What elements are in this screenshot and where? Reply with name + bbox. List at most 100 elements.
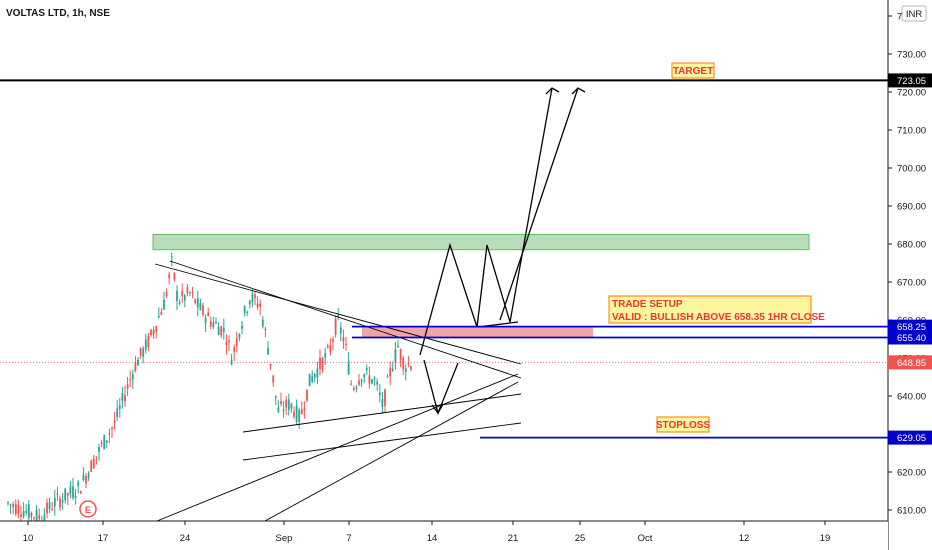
candle-body-54 [147, 336, 150, 348]
target-tag [888, 73, 932, 88]
candle-body-72 [194, 299, 197, 304]
candle-body-120 [319, 357, 321, 369]
candle-body-16 [48, 502, 51, 509]
resistance-1-tag-label: 658.25 [897, 322, 926, 333]
candle-body-63 [170, 256, 173, 258]
candle-body-61 [165, 291, 168, 297]
y-tick-10: 710.00 [897, 126, 926, 137]
candle-body-7 [25, 510, 28, 513]
currency-badge[interactable]: INR [901, 5, 927, 22]
candle-body-68 [183, 295, 186, 301]
x-tick-10: 19 [820, 533, 831, 544]
candle-body-88 [235, 338, 238, 346]
candle-body-93 [248, 300, 251, 305]
candle-body-91 [243, 306, 246, 314]
candle-body-102 [272, 375, 275, 383]
candle-body-100 [267, 348, 269, 355]
candle-body-42 [116, 408, 119, 418]
candle-body-34 [95, 456, 98, 458]
candle-body-85 [228, 340, 230, 343]
chart-title: VOLTAS LTD, 1h, NSE [6, 8, 110, 19]
candle-body-4 [17, 505, 20, 514]
x-tick-3: Sep [276, 533, 293, 544]
candle-body-104 [277, 407, 280, 413]
resistance-1-tag [888, 319, 932, 334]
candle-body-133 [352, 388, 355, 390]
candle-body-14 [43, 514, 46, 521]
candle-body-118 [313, 373, 316, 378]
candle-body-117 [311, 376, 314, 383]
candle-body-154 [407, 363, 410, 365]
stoploss-label: STOPLOSS [656, 420, 711, 431]
candle-body-147 [389, 367, 392, 377]
candle-body-79 [212, 322, 215, 327]
price-axis[interactable]: 610.00620.00630.00640.00650.00660.00670.… [887, 0, 932, 550]
candle-body-78 [209, 321, 212, 327]
candle-body-55 [150, 329, 152, 336]
candle-body-145 [384, 389, 386, 407]
stoploss-annotation: STOPLOSS [656, 416, 711, 433]
candle-body-19 [56, 493, 59, 495]
y-tick-12: 730.00 [897, 50, 926, 61]
entry-zone [362, 327, 593, 338]
earnings-event-marker[interactable]: E [79, 500, 97, 518]
triangle-upper-2 [169, 260, 522, 379]
x-tick-7: 25 [575, 533, 586, 544]
candle-body-96 [256, 303, 259, 308]
candle-body-122 [324, 353, 327, 358]
candle-body-32 [90, 460, 93, 473]
candle-body-75 [202, 305, 204, 315]
candle-body-51 [139, 347, 142, 356]
channel-lower-2 [242, 422, 522, 461]
candle-body-25 [72, 486, 74, 498]
x-tick-5: 14 [427, 533, 438, 544]
x-tick-8: Oct [638, 533, 653, 544]
candle-body-15 [46, 502, 48, 514]
candle-body-3 [14, 504, 17, 515]
candle-body-66 [178, 302, 181, 304]
candle-body-77 [207, 312, 210, 316]
candle-body-8 [27, 504, 30, 519]
candle-body-87 [233, 347, 236, 352]
candle-body-97 [259, 303, 262, 308]
candle-body-44 [121, 393, 124, 401]
y-tick-9: 700.00 [897, 164, 926, 175]
arrowhead-dip [431, 403, 444, 415]
candle-body-40 [111, 427, 113, 430]
candle-body-83 [222, 327, 225, 332]
candle-body-9 [30, 512, 33, 517]
candle-body-71 [191, 291, 194, 294]
rising-trend-1 [156, 373, 519, 522]
candle-body-86 [230, 359, 233, 365]
x-tick-4: 7 [346, 533, 351, 544]
trade-setup-title: TRADE SETUP [612, 299, 683, 310]
candle-body-148 [391, 368, 394, 371]
candle-body-126 [334, 318, 337, 335]
candle-body-58 [157, 315, 160, 318]
candle-body-46 [126, 384, 129, 389]
candle-body-47 [129, 379, 132, 381]
candle-body-121 [321, 358, 324, 370]
zones [152, 234, 810, 338]
candle-body-64 [173, 273, 176, 280]
candle-body-140 [371, 379, 373, 384]
arrowhead-target-1 [545, 87, 560, 95]
candle-body-22 [64, 488, 67, 501]
candle-body-114 [303, 408, 306, 411]
candle-body-11 [35, 509, 38, 521]
candle-body-92 [246, 311, 249, 313]
target-tag-label: 723.05 [897, 76, 926, 87]
candle-body-37 [103, 435, 106, 449]
candle-body-38 [105, 440, 108, 443]
candle-body-94 [251, 293, 254, 303]
resistance-2-tag [888, 330, 932, 345]
candle-body-18 [53, 498, 56, 507]
candle-body-43 [118, 405, 121, 409]
stoploss-tag [888, 430, 932, 445]
supply-zone [152, 234, 810, 251]
rising-trend-2 [264, 381, 519, 522]
candle-body-138 [365, 368, 368, 371]
candle-body-106 [282, 409, 285, 412]
time-axis[interactable]: 10 17 24 Sep 7 14 21 25 Oct 12 19 [0, 520, 888, 550]
